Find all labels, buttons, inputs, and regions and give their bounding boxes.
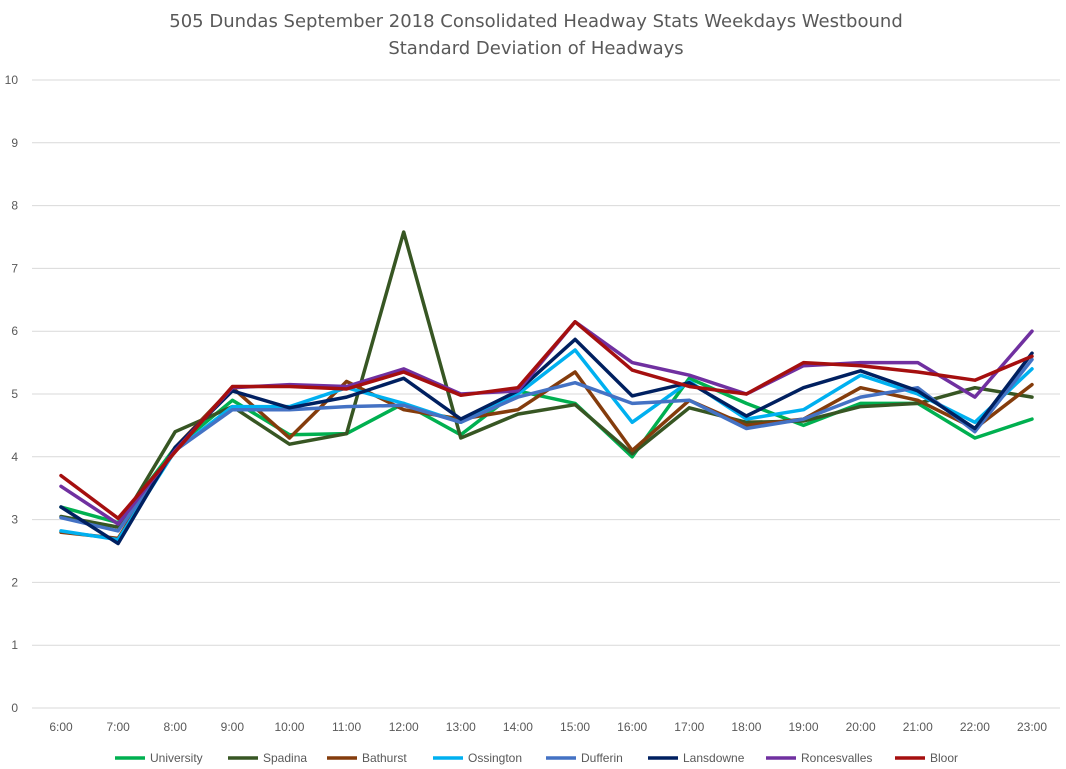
x-axis-ticks: 6:00 7:00 8:00 9:00 10:00 11:00 12:00 13:00 14:0… [49, 720, 1047, 734]
x-tick-label: 22:00 [960, 720, 990, 734]
series-line-university [59, 376, 1034, 525]
series-line-spadina [59, 230, 1034, 529]
legend-label-dufferin: Dufferin [581, 751, 623, 765]
y-tick-label: 7 [11, 261, 18, 275]
x-tick-label: 12:00 [389, 720, 419, 734]
x-tick-label: 21:00 [903, 720, 933, 734]
x-tick-label: 17:00 [674, 720, 704, 734]
legend-label-spadina: Spadina [263, 751, 307, 765]
y-tick-label: 10 [5, 73, 19, 87]
series-line-bloor [59, 320, 1034, 521]
y-tick-label: 9 [11, 136, 18, 150]
x-tick-label: 10:00 [274, 720, 304, 734]
y-axis-ticks: 0 1 2 3 4 5 6 7 8 9 10 [5, 73, 19, 715]
x-tick-label: 19:00 [789, 720, 819, 734]
x-tick-label: 9:00 [221, 720, 245, 734]
y-tick-label: 8 [11, 199, 18, 213]
series-lines [59, 230, 1034, 546]
legend-label-bloor: Bloor [930, 751, 958, 765]
x-tick-label: 18:00 [731, 720, 761, 734]
legend-label-ossington: Ossington [468, 751, 522, 765]
chart-subtitle: Standard Deviation of Headways [388, 38, 683, 59]
legend-label-roncesvalles: Roncesvalles [801, 751, 872, 765]
x-tick-label: 11:00 [332, 720, 361, 734]
x-tick-label: 14:00 [503, 720, 533, 734]
y-tick-label: 1 [11, 638, 18, 652]
series-line-dufferin [59, 357, 1034, 533]
legend: University Spadina Bathurst Ossington Duffer… [115, 751, 958, 765]
gridlines [32, 79, 1060, 709]
x-tick-label: 23:00 [1017, 720, 1047, 734]
legend-label-university: University [150, 751, 203, 765]
x-tick-label: 6:00 [49, 720, 73, 734]
legend-label-lansdowne: Lansdowne [683, 751, 745, 765]
chart-title: 505 Dundas September 2018 Consolidated H… [169, 11, 903, 32]
y-tick-label: 0 [11, 701, 18, 715]
x-tick-label: 20:00 [846, 720, 876, 734]
x-tick-label: 15:00 [560, 720, 590, 734]
x-tick-label: 13:00 [446, 720, 476, 734]
y-tick-label: 3 [11, 513, 18, 527]
y-tick-label: 5 [11, 387, 18, 401]
legend-label-bathurst: Bathurst [362, 751, 407, 765]
x-tick-label: 8:00 [164, 720, 188, 734]
y-tick-label: 2 [11, 575, 18, 589]
y-tick-label: 4 [11, 450, 18, 464]
series-line-ossington [59, 348, 1034, 542]
x-tick-label: 16:00 [617, 720, 647, 734]
y-tick-label: 6 [11, 324, 18, 338]
x-tick-label: 7:00 [106, 720, 130, 734]
